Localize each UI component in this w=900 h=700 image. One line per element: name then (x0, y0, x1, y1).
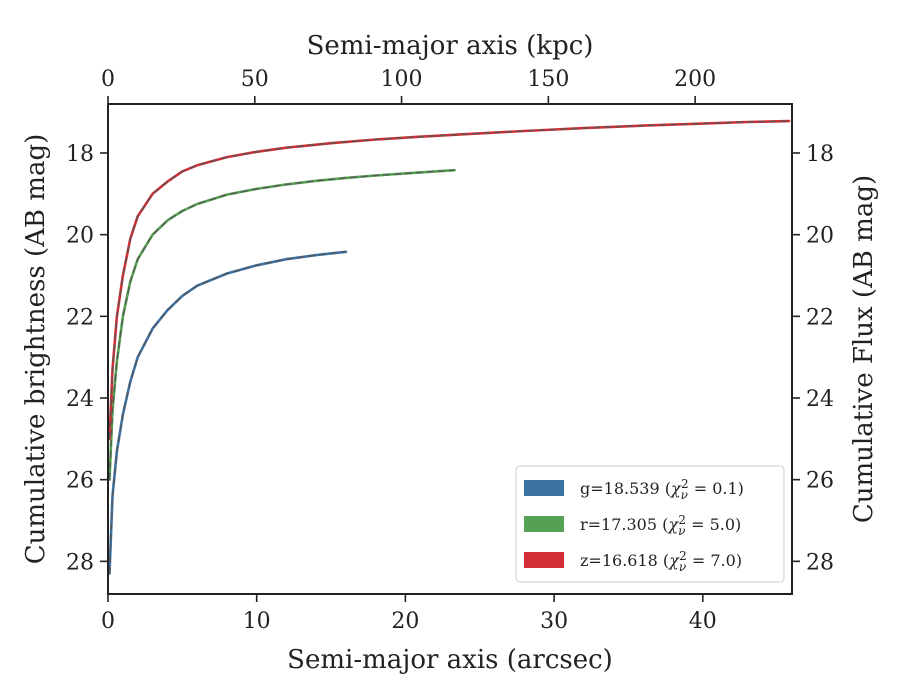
growth-curves (108, 119, 791, 575)
legend-swatch-z (524, 552, 564, 568)
y-tick-label: 20 (66, 224, 94, 249)
legend: g=18.539 (χν2 = 0.1) r=17.305 (χν2 = 5.0)… (515, 465, 785, 583)
model-curve-z (108, 120, 790, 439)
x-tick-label: 30 (540, 609, 568, 634)
legend-swatch-r (524, 516, 564, 532)
y-tick-label: 26 (66, 469, 94, 494)
plot-frame (107, 103, 793, 595)
x-tick-label: 0 (101, 609, 115, 634)
y2-tick-label: 24 (806, 387, 834, 412)
y2-tick-label: 20 (806, 224, 834, 249)
y-tick-label: 18 (66, 142, 94, 167)
model-curve-g (108, 251, 346, 574)
y2-tick-label: 28 (806, 550, 834, 575)
x2-axis-title: Semi-major axis (kpc) (307, 31, 594, 61)
y2-axis-title: Cumulative Flux (AB mag) (849, 175, 879, 523)
x-tick-label: 10 (243, 609, 271, 634)
x2-tick-label: 50 (241, 67, 269, 92)
legend-label-g: g=18.539 (χν2 = 0.1) (580, 477, 744, 502)
y-axis-title: Cumulative brightness (AB mag) (21, 134, 51, 565)
y2-tick-label: 22 (806, 305, 834, 330)
x-tick-label: 20 (391, 609, 419, 634)
y-tick-label: 22 (66, 305, 94, 330)
model-curve-r (108, 169, 455, 480)
y-tick-label: 28 (66, 550, 94, 575)
legend-label-z: z=16.618 (χν2 = 7.0) (580, 549, 742, 574)
y2-tick-label: 18 (806, 142, 834, 167)
legend-swatch-g (524, 480, 564, 496)
legend-box (515, 465, 785, 583)
x2-tick-label: 0 (101, 67, 115, 92)
axis-ticks: 0 10 20 30 40 0 50 100 150 200 18 18 20 20 22 22 24 24 26 2… (66, 67, 834, 634)
legend-label-r: r=17.305 (χν2 = 5.0) (580, 513, 741, 538)
y-tick-label: 24 (66, 387, 94, 412)
x-axis-title: Semi-major axis (arcsec) (287, 645, 613, 675)
x2-tick-label: 150 (527, 67, 569, 92)
x2-tick-label: 200 (674, 67, 716, 92)
y2-tick-label: 26 (806, 469, 834, 494)
x-tick-label: 40 (689, 609, 717, 634)
x2-tick-label: 100 (381, 67, 423, 92)
